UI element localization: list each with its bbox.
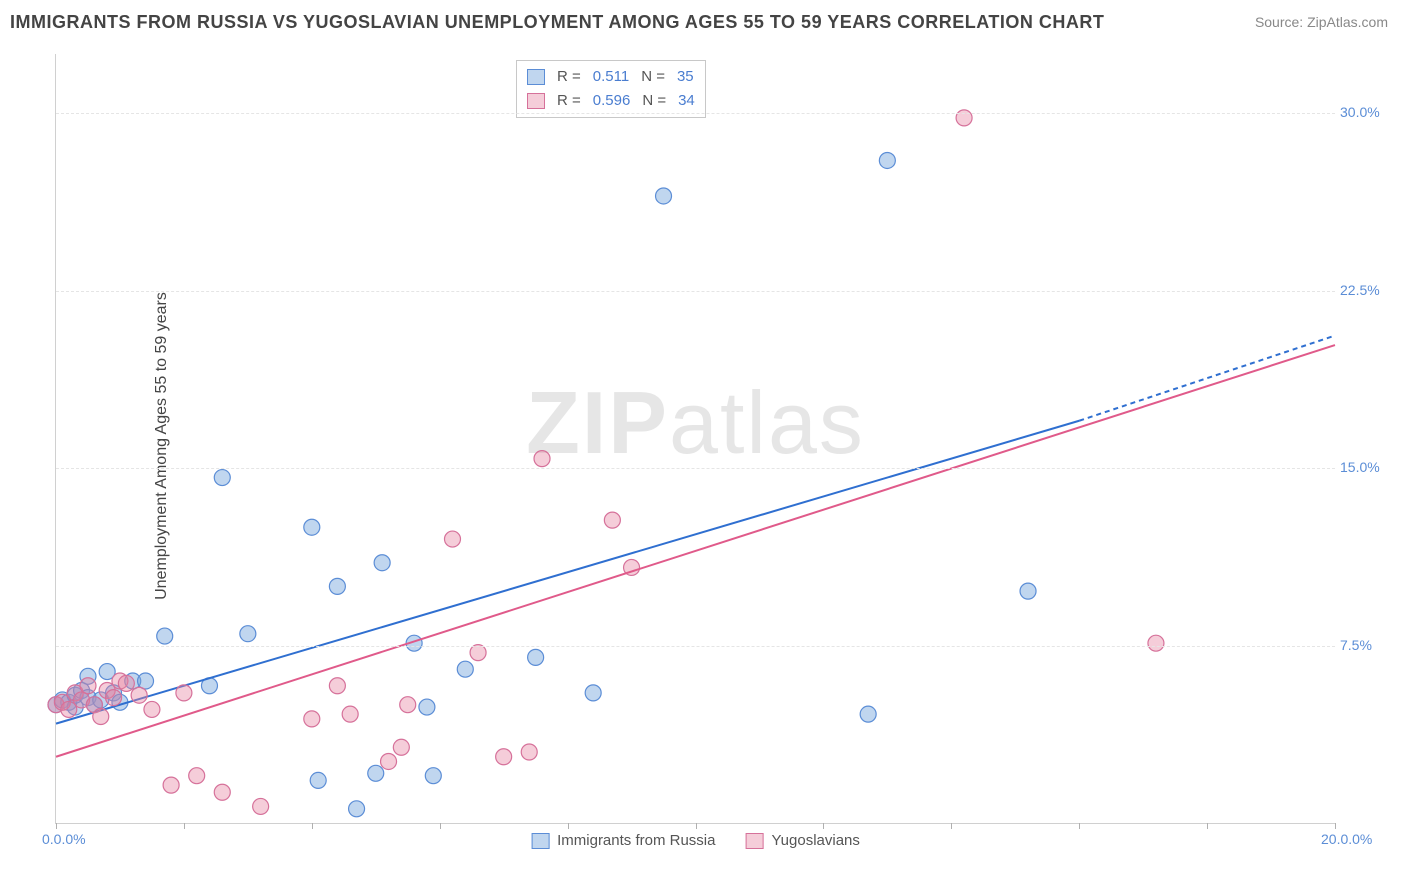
scatter-point <box>400 697 416 713</box>
scatter-point <box>860 706 876 722</box>
scatter-point <box>444 531 460 547</box>
scatter-point <box>879 152 895 168</box>
scatter-point <box>604 512 620 528</box>
legend-stat-row: R =0.596N =34 <box>527 89 695 113</box>
scatter-point <box>1020 583 1036 599</box>
legend-label: Yugoslavians <box>771 832 859 849</box>
scatter-point <box>189 768 205 784</box>
scatter-point <box>157 628 173 644</box>
y-tick-label: 15.0% <box>1340 459 1395 475</box>
scatter-point <box>106 690 122 706</box>
trend-line-dashed <box>1079 336 1335 421</box>
scatter-point <box>214 470 230 486</box>
scatter-point <box>80 678 96 694</box>
legend-series: Immigrants from Russia Yugoslavians <box>531 832 860 849</box>
scatter-point <box>1148 635 1164 651</box>
legend-swatch <box>531 833 549 849</box>
y-tick-label: 22.5% <box>1340 282 1395 298</box>
scatter-point <box>93 709 109 725</box>
scatter-point <box>393 739 409 755</box>
legend-swatch <box>745 833 763 849</box>
scatter-point <box>304 519 320 535</box>
source-label: Source: ZipAtlas.com <box>1255 14 1388 30</box>
scatter-point <box>253 798 269 814</box>
legend-label: Immigrants from Russia <box>557 832 715 849</box>
scatter-point <box>381 753 397 769</box>
scatter-point <box>214 784 230 800</box>
scatter-point <box>176 685 192 701</box>
trend-line <box>56 345 1335 757</box>
scatter-point <box>304 711 320 727</box>
chart-title: IMMIGRANTS FROM RUSSIA VS YUGOSLAVIAN UN… <box>10 12 1104 33</box>
legend-stats: R =0.511N =35R =0.596N =34 <box>516 60 706 118</box>
scatter-point <box>496 749 512 765</box>
scatter-point <box>528 649 544 665</box>
legend-item: Yugoslavians <box>745 832 859 849</box>
scatter-point <box>131 687 147 703</box>
scatter-point <box>144 701 160 717</box>
scatter-point <box>374 555 390 571</box>
scatter-point <box>342 706 358 722</box>
scatter-point <box>240 626 256 642</box>
scatter-point <box>534 451 550 467</box>
y-tick-label: 7.5% <box>1340 637 1395 653</box>
scatter-point <box>118 675 134 691</box>
legend-stat-row: R =0.511N =35 <box>527 65 695 89</box>
trend-line <box>56 421 1079 724</box>
scatter-point <box>368 765 384 781</box>
scatter-point <box>521 744 537 760</box>
legend-swatch <box>527 69 545 85</box>
scatter-point <box>329 578 345 594</box>
x-tick-label: 20.0.0% <box>1321 831 1372 847</box>
scatter-point <box>419 699 435 715</box>
plot-area: ZIPatlas R =0.511N =35R =0.596N =34 Immi… <box>55 54 1335 824</box>
scatter-point <box>470 645 486 661</box>
scatter-point <box>310 772 326 788</box>
legend-swatch <box>527 93 545 109</box>
scatter-point <box>329 678 345 694</box>
chart-container: IMMIGRANTS FROM RUSSIA VS YUGOSLAVIAN UN… <box>0 0 1406 892</box>
x-tick-label: 0.0.0% <box>42 831 86 847</box>
scatter-point <box>457 661 473 677</box>
scatter-point <box>656 188 672 204</box>
scatter-point <box>349 801 365 817</box>
legend-item: Immigrants from Russia <box>531 832 715 849</box>
y-tick-label: 30.0% <box>1340 104 1395 120</box>
scatter-point <box>138 673 154 689</box>
scatter-point <box>585 685 601 701</box>
scatter-svg <box>56 54 1335 823</box>
scatter-point <box>425 768 441 784</box>
scatter-point <box>163 777 179 793</box>
